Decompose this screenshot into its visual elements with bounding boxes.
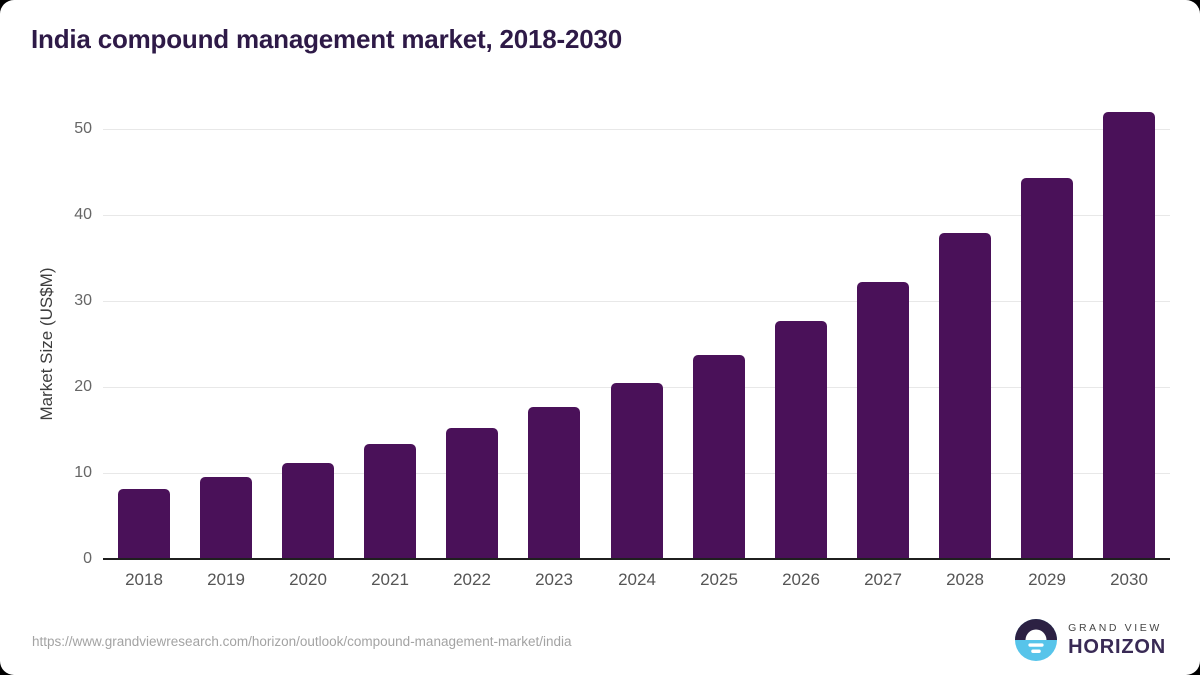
x-tick-label-2024: 2024 [618,570,656,589]
x-tick-label-2025: 2025 [700,570,738,589]
x-tick-label-2019: 2019 [207,570,245,589]
bar-2029 [1021,178,1073,559]
x-tick-label-2030: 2030 [1110,570,1148,589]
bar-2027 [857,282,909,559]
bar-2026 [775,321,827,559]
x-axis-line [103,558,1170,560]
gridline-40 [103,215,1170,216]
bar-2019 [200,477,252,559]
bar-2024 [611,383,663,559]
bar-2020 [282,463,334,559]
x-tick-label-2026: 2026 [782,570,820,589]
x-tick-label-2023: 2023 [535,570,573,589]
x-tick-label-2028: 2028 [946,570,984,589]
y-tick-label-20: 20 [74,378,92,395]
grand-view-horizon-logo: GRAND VIEW HORIZON [1015,619,1166,661]
x-tick-label-2018: 2018 [125,570,163,589]
y-tick-label-10: 10 [74,464,92,481]
horizon-sun-icon [1015,619,1058,661]
y-tick-label-30: 30 [74,292,92,309]
logo-wordmark: GRAND VIEW HORIZON [1068,623,1166,658]
bar-2023 [528,407,580,559]
y-tick-label-0: 0 [83,550,92,567]
bar-2025 [693,355,745,559]
y-tick-label-50: 50 [74,120,92,137]
bar-2022 [446,428,498,559]
bar-2018 [118,489,170,559]
x-tick-label-2022: 2022 [453,570,491,589]
bar-2021 [364,444,416,559]
x-tick-label-2029: 2029 [1028,570,1066,589]
bar-2030 [1103,112,1155,559]
logo-grand-view-text: GRAND VIEW [1068,621,1162,634]
x-tick-label-2021: 2021 [371,570,409,589]
x-tick-label-2027: 2027 [864,570,902,589]
gridline-30 [103,301,1170,302]
logo-horizon-text: HORIZON [1068,636,1166,659]
gridline-50 [103,129,1170,130]
bar-2028 [939,233,991,559]
x-tick-label-2020: 2020 [289,570,327,589]
chart-title: India compound management market, 2018-2… [31,24,623,54]
y-tick-label-40: 40 [74,206,92,223]
source-url: https://www.grandviewresearch.com/horizo… [32,634,572,649]
